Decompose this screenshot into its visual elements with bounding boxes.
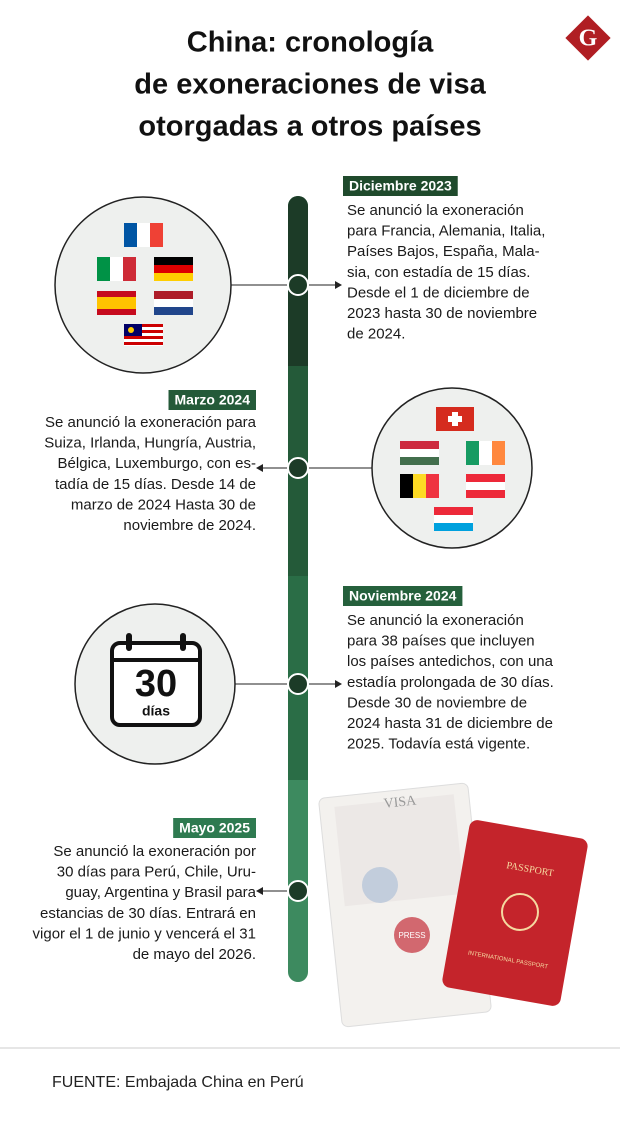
date-label: Diciembre 2023 bbox=[349, 178, 452, 194]
event-text-line: 30 días para Perú, Chile, Uru- bbox=[57, 864, 256, 881]
timeline-node bbox=[287, 457, 309, 479]
logo: G bbox=[565, 15, 611, 61]
date-label: Noviembre 2024 bbox=[349, 588, 457, 604]
event-text-line: 2024 hasta 31 de diciembre de bbox=[347, 715, 553, 732]
event-text-line: 2025. Todavía está vigente. bbox=[347, 736, 530, 753]
event-text-line: Suiza, Irlanda, Hungría, Austria, bbox=[44, 435, 256, 452]
event-text-line: sia, con estadía de 15 días. bbox=[347, 264, 530, 281]
event-text-line: Se anunció la exoneración para bbox=[45, 414, 257, 431]
event-text-line: Desde 30 de noviembre de bbox=[347, 694, 527, 711]
calendar-unit: días bbox=[142, 703, 170, 719]
event-text-line: para 38 países que incluyen bbox=[347, 633, 535, 650]
title-line: de exoneraciones de visa bbox=[134, 69, 486, 101]
event-text-line: Se anunció la exoneración bbox=[347, 612, 524, 629]
title-line: China: cronología bbox=[187, 27, 434, 59]
event-text-line: noviembre de 2024. bbox=[123, 517, 256, 534]
event-text-line: marzo de 2024 Hasta 30 de bbox=[71, 496, 256, 513]
event-text-line: Se anunció la exoneración por bbox=[53, 843, 256, 860]
calendar-number: 30 bbox=[135, 663, 177, 705]
event-text-line: para Francia, Alemania, Italia, bbox=[347, 223, 545, 240]
date-label-bg bbox=[173, 818, 256, 838]
event-text-line: los países antedichos, con una bbox=[347, 653, 554, 670]
arrow-head bbox=[335, 680, 342, 688]
event-text-line: tadía de 15 días. Desde 14 de bbox=[55, 476, 256, 493]
timeline-node bbox=[287, 673, 309, 695]
stamp-text: PRESS bbox=[398, 931, 425, 940]
arrow-head bbox=[256, 887, 263, 895]
date-label: Mayo 2025 bbox=[179, 820, 250, 836]
event-text-line: vigor el 1 de junio y vencerá el 31 bbox=[33, 925, 256, 942]
date-label-bg bbox=[343, 586, 463, 606]
flags-circle bbox=[54, 196, 232, 374]
visa-text: VISA bbox=[383, 793, 418, 811]
source: FUENTE: Embajada China en Perú bbox=[52, 1074, 304, 1091]
event-text-line: estadía prolongada de 30 días. bbox=[347, 674, 554, 691]
title-line: otorgadas a otros países bbox=[138, 111, 481, 143]
arrow-head bbox=[256, 464, 263, 472]
event-text-line: de 2024. bbox=[347, 326, 405, 343]
date-label-bg bbox=[343, 176, 458, 196]
date-label-bg bbox=[168, 390, 256, 410]
event-text-line: Países Bajos, España, Mala- bbox=[347, 243, 540, 260]
event-text-line: Se anunció la exoneración bbox=[347, 202, 524, 219]
arrow-head bbox=[335, 281, 342, 289]
timeline bbox=[288, 196, 308, 982]
event-text-line: de mayo del 2026. bbox=[133, 946, 256, 963]
passport-illustration: VISA PRESS PASSPORT INTERNATIONAL PASSPO… bbox=[318, 782, 588, 1028]
calendar-circle: 30 días bbox=[74, 603, 236, 765]
event-text-line: guay, Argentina y Brasil para bbox=[65, 884, 256, 901]
event-text-line: Desde el 1 de diciembre de bbox=[347, 284, 530, 301]
event-text-line: Bélgica, Luxemburgo, con es- bbox=[58, 455, 256, 472]
flags-circle bbox=[371, 387, 533, 549]
logo-letter: G bbox=[579, 26, 598, 52]
date-label: Marzo 2024 bbox=[175, 392, 251, 408]
timeline-node bbox=[287, 274, 309, 296]
event-text-line: 2023 hasta 30 de noviembre bbox=[347, 305, 537, 322]
event-text-line: estancias de 30 días. Entrará en bbox=[40, 905, 256, 922]
timeline-node bbox=[287, 880, 309, 902]
